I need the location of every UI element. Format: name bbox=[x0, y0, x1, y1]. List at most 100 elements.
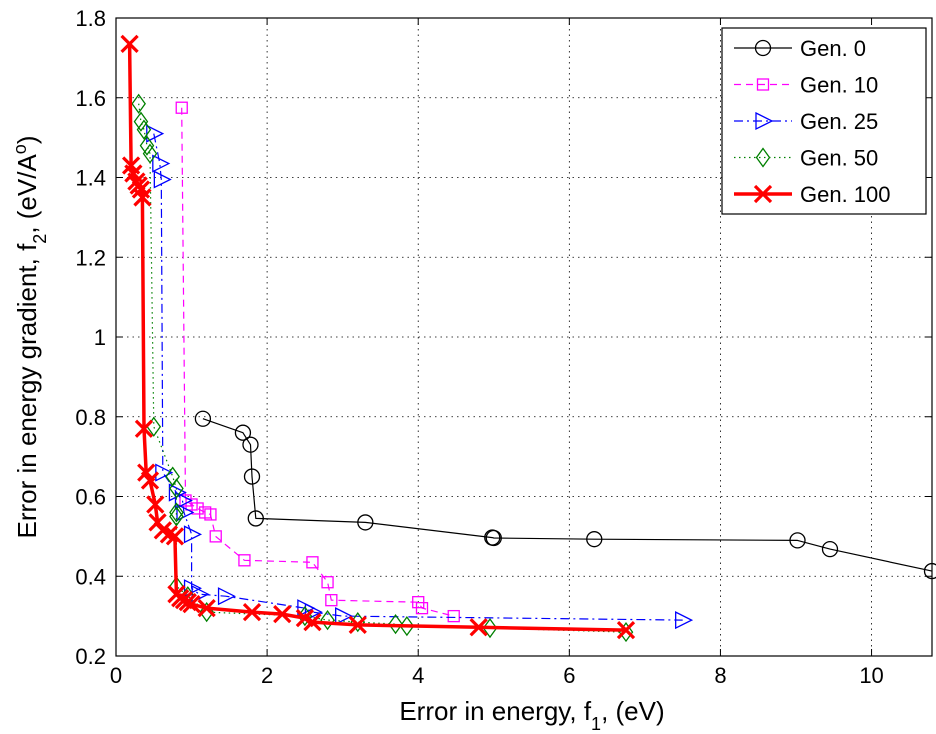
series-point bbox=[204, 508, 217, 521]
x-tick-label: 10 bbox=[859, 663, 883, 688]
legend-marker bbox=[755, 111, 774, 131]
y-tick-label: 1.6 bbox=[75, 86, 106, 111]
x-axis-label-subscript: 1 bbox=[591, 714, 601, 734]
y-axis-label-end: ) bbox=[12, 136, 42, 145]
series-point bbox=[194, 410, 212, 427]
series-point bbox=[388, 613, 403, 635]
series-point bbox=[242, 436, 259, 453]
series-point bbox=[197, 599, 216, 618]
series-point bbox=[182, 595, 201, 614]
series-point bbox=[482, 617, 498, 639]
series-4 bbox=[120, 34, 636, 640]
series-point bbox=[306, 556, 319, 569]
series-point bbox=[153, 170, 172, 189]
series-point bbox=[140, 471, 160, 490]
series-point bbox=[303, 612, 322, 632]
series-point bbox=[238, 554, 251, 567]
series-point bbox=[169, 478, 184, 499]
series-point bbox=[675, 611, 694, 630]
legend-label: Gen. 50 bbox=[800, 146, 878, 171]
y-axis-label-tail: , (eV/A bbox=[12, 154, 42, 234]
legend-marker bbox=[755, 147, 771, 168]
series-point bbox=[415, 602, 429, 615]
series-point bbox=[176, 503, 195, 522]
legend-marker bbox=[756, 78, 770, 91]
legend-label: Gen. 0 bbox=[800, 36, 866, 61]
series-point bbox=[169, 506, 184, 527]
x-tick-label: 2 bbox=[261, 663, 273, 688]
x-tick-label: 0 bbox=[110, 663, 122, 688]
series-point bbox=[586, 531, 603, 548]
series-point bbox=[165, 527, 185, 546]
series-point bbox=[335, 607, 354, 626]
series-point bbox=[191, 502, 204, 515]
legend-entry: Gen. 25 bbox=[734, 109, 878, 134]
y-tick-label: 0.8 bbox=[75, 405, 106, 430]
x-tick-label: 4 bbox=[412, 663, 424, 688]
series-point bbox=[183, 525, 203, 544]
series-point bbox=[469, 618, 488, 637]
series-point bbox=[152, 154, 171, 173]
series-point bbox=[348, 615, 367, 635]
series-point bbox=[209, 530, 222, 543]
series-point bbox=[399, 615, 415, 637]
series-point bbox=[321, 576, 334, 589]
y-tick-label: 0.6 bbox=[75, 485, 106, 510]
series-point bbox=[616, 620, 636, 640]
y-axis-label-subscript: 2 bbox=[30, 234, 50, 244]
legend: Gen. 0 Gen. 10 Gen. 25 Gen. 50 Gen. 100 bbox=[721, 27, 927, 215]
series-0 bbox=[194, 410, 936, 580]
legend-marker bbox=[754, 39, 772, 57]
series-point bbox=[139, 135, 155, 156]
legend-marker bbox=[753, 184, 773, 204]
y-tick-label: 1 bbox=[94, 325, 106, 350]
y-tick-label: 1.2 bbox=[75, 245, 106, 270]
series-point bbox=[247, 510, 264, 527]
series-point bbox=[325, 594, 338, 607]
series-1 bbox=[175, 101, 460, 623]
series-point bbox=[217, 587, 237, 606]
series-point bbox=[485, 529, 502, 547]
ticks: 0 2 4 6 8 10 0.2 0.4 0.6 0.8 1 1.2 1.4 1.6 1.8 bbox=[75, 6, 932, 688]
legend-label: Gen. 10 bbox=[800, 73, 878, 98]
series-point bbox=[357, 514, 374, 531]
legend-label: Gen. 100 bbox=[800, 182, 891, 207]
x-tick-label: 8 bbox=[714, 663, 726, 688]
y-tick-label: 1.8 bbox=[75, 6, 106, 31]
series-point bbox=[447, 609, 460, 623]
legend-entry: Gen. 0 bbox=[734, 36, 866, 61]
y-axis-label-superscript: o bbox=[10, 144, 30, 154]
y-axis-label: Error in energy gradient, f2, (eV/Ao) bbox=[10, 136, 50, 539]
legend-entry: Gen. 100 bbox=[734, 182, 891, 207]
x-axis-label-main: Error in energy, f bbox=[399, 696, 591, 726]
series-point bbox=[789, 532, 806, 549]
series-point bbox=[131, 93, 146, 114]
series-point bbox=[159, 525, 179, 544]
legend-entry: Gen. 50 bbox=[734, 146, 878, 171]
series-point bbox=[146, 495, 165, 514]
x-axis-label: Error in energy, f1, (eV) bbox=[399, 696, 664, 734]
series-point bbox=[169, 502, 184, 523]
series-point bbox=[243, 468, 261, 485]
series-point bbox=[175, 101, 188, 114]
series-point bbox=[273, 604, 292, 624]
series-line bbox=[202, 418, 933, 572]
series-point bbox=[234, 424, 252, 441]
series-point bbox=[120, 34, 139, 54]
x-axis-label-tail: , (eV) bbox=[601, 696, 665, 726]
series-point bbox=[133, 188, 152, 207]
series-point bbox=[320, 610, 335, 631]
series-point bbox=[142, 143, 158, 164]
y-tick-label: 0.4 bbox=[75, 564, 106, 589]
legend-entry: Gen. 10 bbox=[734, 73, 878, 98]
series-point bbox=[136, 119, 152, 140]
series-point bbox=[242, 603, 262, 622]
y-tick-label: 0.2 bbox=[75, 644, 106, 669]
series-layer bbox=[120, 34, 936, 643]
x-tick-label: 6 bbox=[563, 663, 575, 688]
series-point bbox=[821, 540, 839, 558]
legend-label: Gen. 25 bbox=[800, 109, 878, 134]
series-point bbox=[134, 419, 154, 438]
series-point bbox=[133, 111, 149, 132]
